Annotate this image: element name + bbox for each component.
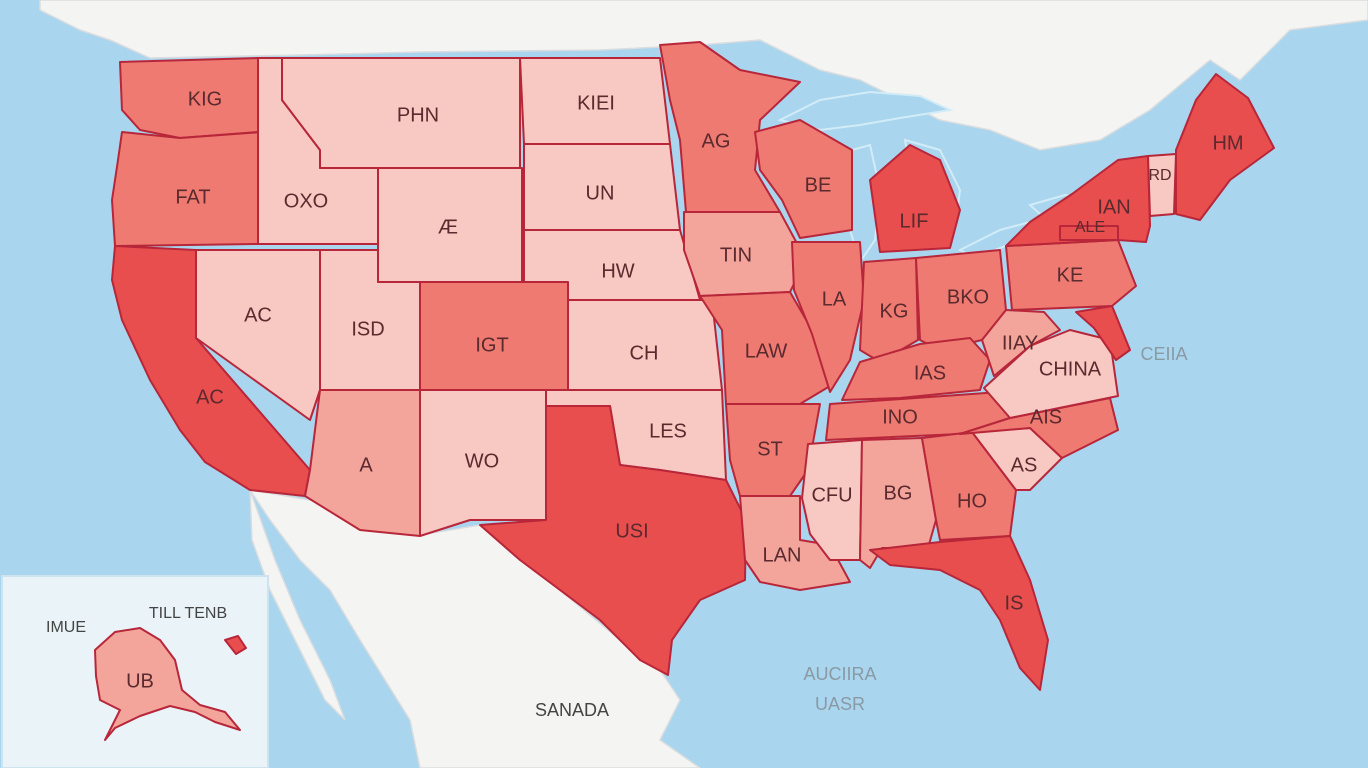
state-label-va: CHINA <box>1039 358 1102 380</box>
state-label-ks: CH <box>630 342 659 364</box>
state-label-ky: IAS <box>914 362 946 384</box>
state-label-id: OXO <box>284 190 328 212</box>
state-nm[interactable] <box>419 389 547 537</box>
inset-label-left: IMUE <box>46 619 86 636</box>
state-mo[interactable] <box>699 291 831 405</box>
state-label-wy: Æ <box>438 216 458 238</box>
state-label-nv: AC <box>244 304 272 326</box>
state-il[interactable] <box>791 241 865 393</box>
state-wi[interactable] <box>754 119 853 239</box>
state-md[interactable] <box>1075 305 1131 361</box>
state-label-in: KG <box>880 300 909 322</box>
state-wv[interactable] <box>981 309 1061 377</box>
state-label-wa: KIG <box>188 88 222 110</box>
state-label-vt: RD <box>1148 167 1171 184</box>
state-label-mt: PHN <box>397 104 439 126</box>
state-fl[interactable] <box>869 535 1049 691</box>
state-label-fl: IS <box>1005 592 1024 614</box>
labels-layer: KIG FAT AC OXO PHN AC ISD Æ IGT A WO KIEI UN HW CH LES U… <box>175 88 1243 614</box>
state-label-az: A <box>359 454 373 476</box>
mexico-land <box>248 488 702 768</box>
state-label-mn: AG <box>702 130 731 152</box>
state-label-ut: ISD <box>351 318 384 340</box>
state-label-sc: AS <box>1011 454 1038 476</box>
state-label-al: BG <box>884 482 913 504</box>
state-label-tn: INO <box>882 406 918 428</box>
state-label-co: IGT <box>475 334 508 356</box>
state-label-il: LA <box>822 288 847 310</box>
inset-label-right: TILL TENB <box>149 605 227 622</box>
state-la[interactable] <box>739 495 851 591</box>
state-mn[interactable] <box>659 41 801 213</box>
state-label-me: HM <box>1212 132 1243 154</box>
state-label-oh: BKO <box>947 286 989 308</box>
lake-superior <box>777 90 954 132</box>
state-label-ny2: ALE <box>1075 219 1105 236</box>
state-label-nc: AIS <box>1030 406 1062 428</box>
state-label-ca: AC <box>196 386 224 408</box>
state-label-tx: USI <box>615 520 648 542</box>
state-nv[interactable] <box>195 249 321 421</box>
state-label-wi: BE <box>805 174 832 196</box>
mexico-label: SANADA <box>535 700 609 720</box>
state-label-ny: IAN <box>1097 196 1130 218</box>
state-vt[interactable] <box>1147 153 1177 217</box>
state-label-ne: HW <box>601 260 634 282</box>
state-ny[interactable] <box>1005 155 1151 247</box>
state-label-nm: WO <box>465 450 499 472</box>
state-label-pa: KE <box>1057 264 1084 286</box>
state-mi[interactable] <box>869 144 961 253</box>
alaska-label: UB <box>126 670 154 692</box>
state-label-ia: TIN <box>720 244 752 266</box>
state-me[interactable] <box>1175 73 1275 221</box>
gulf-label-line2: UASR <box>815 694 865 714</box>
state-ky[interactable] <box>841 337 991 401</box>
state-tx[interactable] <box>479 405 747 676</box>
state-label-nd: KIEI <box>577 92 615 114</box>
state-label-ga: HO <box>957 490 987 512</box>
state-label-mo: LAW <box>745 340 788 362</box>
state-label-ok: LES <box>649 420 687 442</box>
baja-land <box>249 489 346 721</box>
state-label-or: FAT <box>175 186 210 208</box>
state-label-sd: UN <box>586 182 615 204</box>
state-label-ms: CFU <box>811 484 852 506</box>
state-label-wv: IIAY <box>1002 332 1038 354</box>
state-label-la: LAN <box>763 544 802 566</box>
canada-land <box>39 0 1368 151</box>
state-label-mi: LIF <box>900 210 929 232</box>
sea-label-east: CEIIA <box>1140 344 1187 364</box>
hawaii-islands[interactable] <box>224 635 247 655</box>
gulf-label-line1: AUCIIRA <box>803 664 876 684</box>
state-alaska[interactable] <box>94 627 241 741</box>
states-layer <box>111 41 1275 691</box>
state-ny2[interactable] <box>1059 225 1119 241</box>
state-label-ar: ST <box>757 438 783 460</box>
